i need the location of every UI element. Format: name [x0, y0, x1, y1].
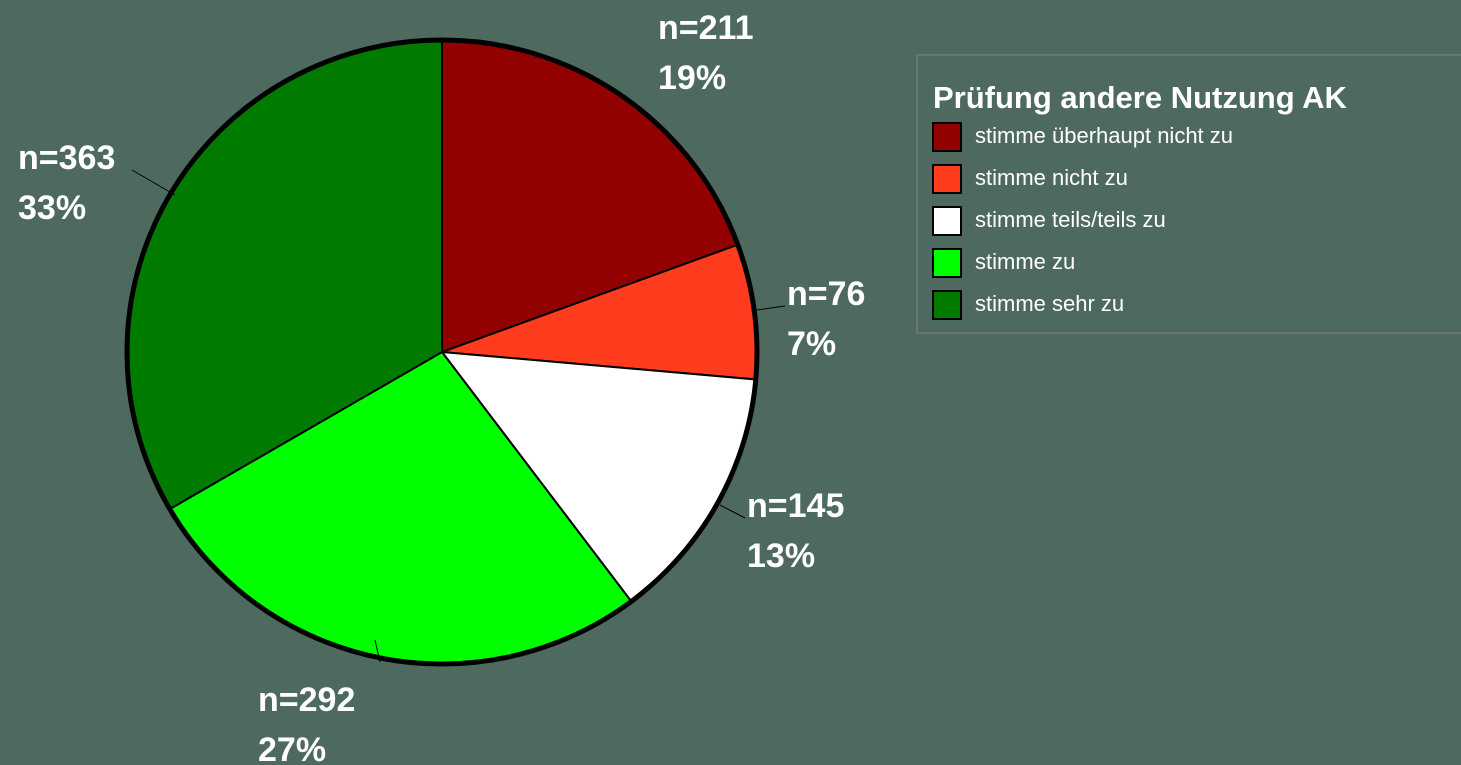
legend-label: stimme teils/teils zu [975, 207, 1166, 232]
legend-title: Prüfung andere Nutzung AK [933, 80, 1347, 115]
data-label: n=145 [747, 487, 844, 525]
percent-label: 19% [658, 59, 726, 97]
leader-line [131, 169, 176, 196]
leader-line [756, 305, 786, 311]
data-label: n=211 [658, 9, 753, 47]
legend-swatch [932, 206, 962, 236]
legend-swatch [932, 248, 962, 278]
legend-label: stimme überhaupt nicht zu [975, 123, 1233, 148]
percent-label: 13% [747, 537, 815, 575]
percent-label: 7% [787, 325, 836, 363]
legend-label: stimme zu [975, 249, 1075, 274]
legend-label: stimme sehr zu [975, 291, 1124, 316]
legend-swatch [932, 122, 962, 152]
legend-swatch [932, 290, 962, 320]
legend-label: stimme nicht zu [975, 165, 1128, 190]
legend-swatch [932, 164, 962, 194]
percent-label: 33% [18, 189, 86, 227]
leader-line [374, 639, 381, 663]
data-label: n=363 [18, 139, 115, 177]
legend-box [916, 54, 1461, 334]
pie-outline [124, 37, 760, 667]
leader-line [719, 504, 746, 519]
percent-label: 27% [258, 731, 326, 765]
data-label: n=76 [787, 275, 865, 313]
data-label: n=292 [258, 681, 355, 719]
